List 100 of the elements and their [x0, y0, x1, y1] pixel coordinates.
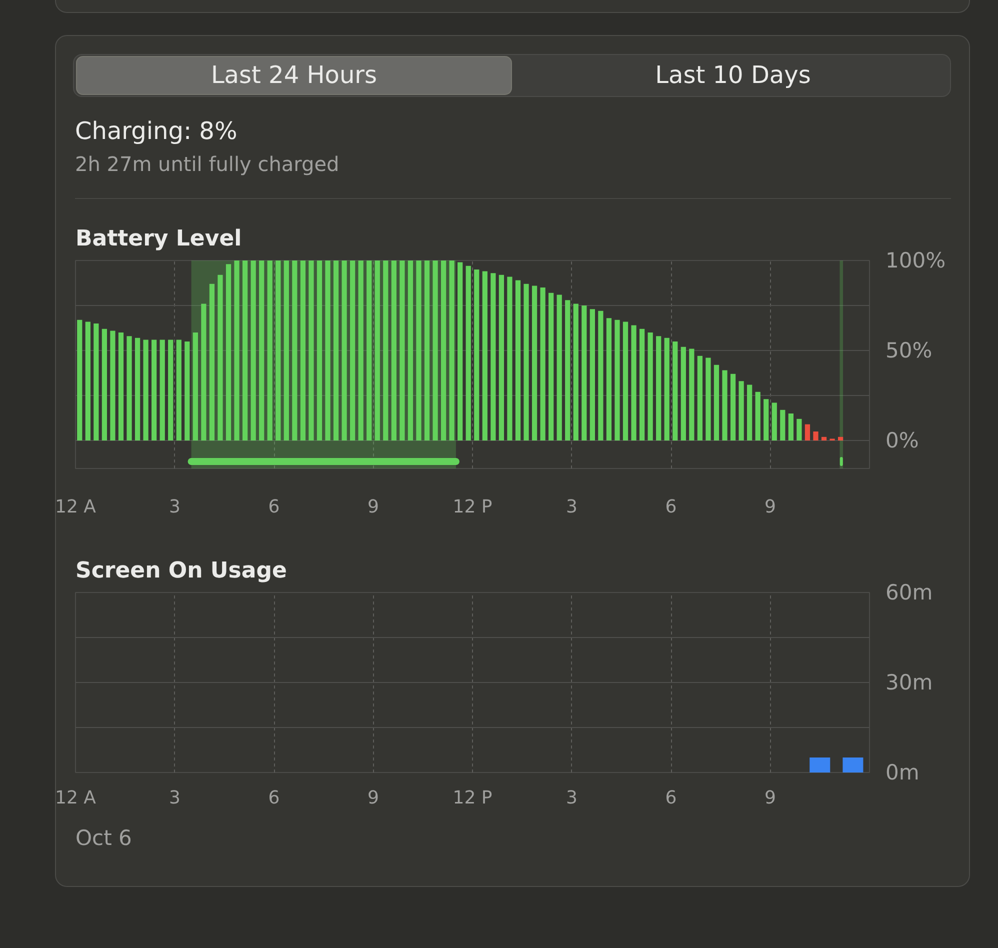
- bar: [796, 418, 802, 440]
- chart-title: Battery Level: [76, 226, 242, 252]
- text: 2h 27m until fully charged: [75, 152, 340, 176]
- bar: [333, 260, 339, 440]
- bar: [706, 358, 711, 440]
- bar: [507, 276, 512, 440]
- bar: [94, 324, 99, 440]
- bar: [804, 424, 810, 440]
- y-tick-label: 100%: [886, 248, 946, 272]
- text: Oct 6: [76, 826, 132, 850]
- bar: [118, 332, 124, 440]
- bar: [458, 262, 463, 440]
- bar: [160, 340, 165, 440]
- bar: [308, 260, 314, 440]
- bar: [358, 260, 364, 440]
- bar: [267, 260, 272, 440]
- bar: [764, 399, 769, 440]
- bar: [85, 322, 90, 440]
- x-tick-label: 3: [566, 788, 578, 808]
- bar: [102, 328, 108, 440]
- bar: [780, 410, 786, 440]
- bar: [648, 332, 653, 440]
- bar: [548, 292, 554, 440]
- x-tick-label: 12 A: [55, 788, 97, 808]
- bar: [234, 260, 240, 440]
- bar: [176, 340, 182, 440]
- bar: [383, 260, 388, 440]
- text: Charging: 8%: [75, 117, 238, 145]
- x-tick-label: 12 A: [55, 496, 97, 518]
- bar: [126, 336, 132, 440]
- bar: [292, 260, 298, 440]
- bar: [821, 436, 827, 440]
- tab-selected: Last 24 Hours: [76, 56, 512, 95]
- bar: [614, 320, 620, 440]
- bar: [582, 306, 587, 440]
- bar: [656, 336, 662, 440]
- bar: [424, 260, 430, 440]
- bar: [374, 260, 380, 440]
- bar: [838, 436, 844, 440]
- bar: [606, 318, 612, 440]
- bar: [342, 260, 347, 440]
- bar: [77, 320, 82, 440]
- text: Last 10 Days: [655, 60, 811, 92]
- bar: [498, 274, 504, 440]
- x-tick-label: 3: [169, 496, 180, 518]
- bar: [622, 322, 628, 440]
- bar: [218, 274, 223, 440]
- x-tick-label: 3: [169, 788, 180, 808]
- x-tick-label: 3: [566, 496, 578, 518]
- bar: [152, 340, 157, 440]
- bar: [722, 370, 728, 440]
- bar: [474, 270, 480, 440]
- x-tick-label: 9: [368, 496, 379, 518]
- bar: [730, 374, 736, 440]
- bar: [242, 260, 248, 440]
- x-tick-label: 12 P: [452, 496, 492, 518]
- x-tick-label: 6: [268, 788, 280, 808]
- y-tick-label: 60m: [886, 580, 933, 604]
- bar: [400, 260, 405, 440]
- bar: [432, 260, 438, 440]
- bar: [532, 286, 538, 440]
- bar: [284, 260, 289, 440]
- bar: [747, 384, 752, 440]
- y-tick-label: 0m: [886, 760, 920, 784]
- bar: [134, 338, 140, 440]
- bar: [540, 288, 546, 440]
- bar: [631, 325, 636, 440]
- bar: [416, 260, 422, 440]
- bar: [168, 340, 174, 440]
- bar: [788, 414, 794, 440]
- bar: [201, 304, 206, 440]
- x-tick-label: 6: [665, 788, 677, 808]
- bar: [250, 260, 256, 440]
- bar: [490, 273, 496, 440]
- bar: [143, 340, 148, 440]
- bar: [449, 260, 454, 440]
- bar: [276, 260, 281, 440]
- bar: [590, 309, 595, 440]
- x-tick-label: 6: [665, 496, 677, 518]
- bar: [192, 332, 198, 440]
- bar: [680, 346, 686, 440]
- bar: [325, 260, 330, 440]
- bar: [350, 260, 356, 440]
- bar: [598, 310, 604, 440]
- bar: [738, 381, 744, 440]
- y-tick-label: 50%: [886, 338, 932, 362]
- bar: [714, 364, 720, 440]
- bar: [466, 266, 471, 440]
- x-tick-label: 9: [368, 788, 379, 808]
- bar: [755, 392, 760, 440]
- bar: [639, 328, 645, 440]
- bar: [316, 260, 322, 440]
- bar: [515, 280, 521, 440]
- bar: [672, 342, 678, 440]
- bar: [772, 402, 777, 440]
- bar: [300, 260, 306, 440]
- x-tick-label: 6: [268, 496, 280, 518]
- x-tick-label: 12 P: [452, 788, 492, 808]
- bar: [366, 260, 372, 440]
- bar: [482, 271, 488, 440]
